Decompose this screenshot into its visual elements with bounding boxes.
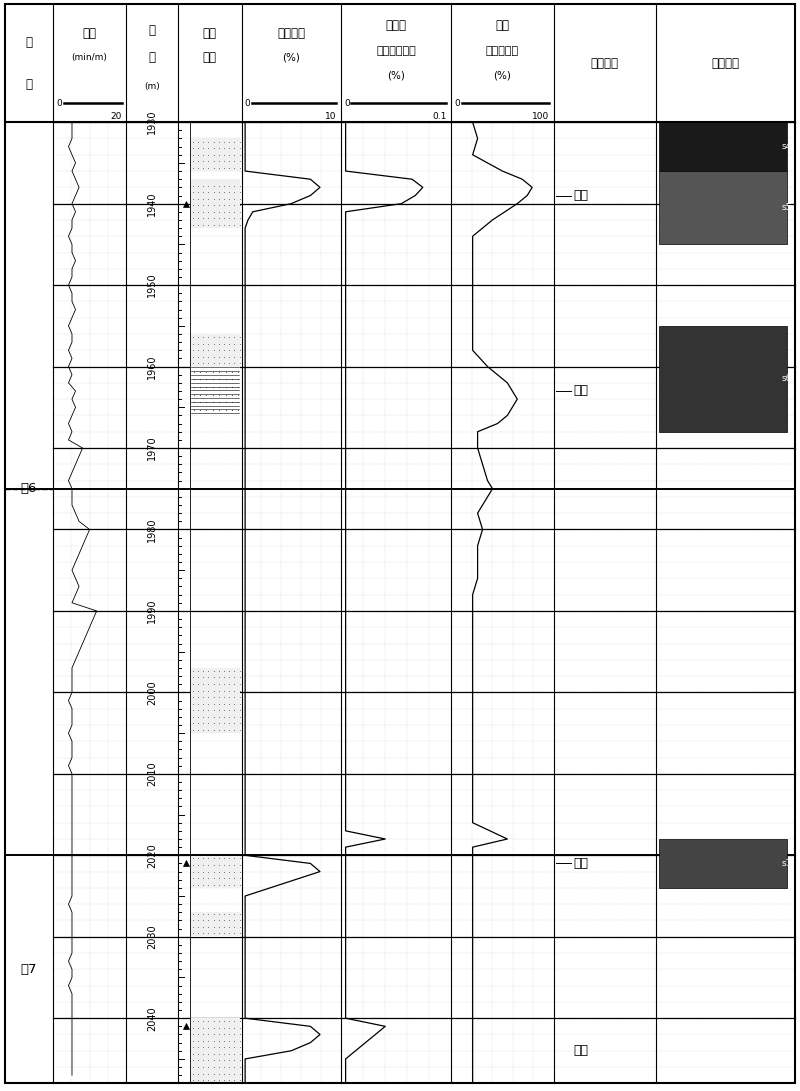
Bar — [190, 912, 240, 937]
Text: 10: 10 — [325, 112, 336, 121]
Text: (%): (%) — [387, 70, 405, 80]
Text: s7: s7 — [782, 859, 792, 868]
Bar — [659, 839, 787, 888]
Text: 0: 0 — [344, 99, 350, 108]
Text: 0: 0 — [56, 99, 62, 108]
Text: 1990: 1990 — [147, 599, 157, 623]
Bar — [190, 179, 240, 228]
Text: s5: s5 — [782, 203, 792, 213]
Text: 油迹: 油迹 — [574, 856, 589, 870]
Text: 2000: 2000 — [147, 680, 157, 705]
Bar — [190, 139, 240, 171]
Text: 层: 层 — [26, 77, 32, 91]
Text: s6: s6 — [782, 374, 792, 383]
Text: 测井: 测井 — [495, 19, 510, 32]
Text: 钻井液: 钻井液 — [386, 19, 406, 32]
Text: 含油质量分数: 含油质量分数 — [376, 47, 416, 57]
Text: 0.1: 0.1 — [432, 112, 446, 121]
Text: 油迹: 油迹 — [574, 1044, 589, 1057]
Text: 0: 0 — [454, 99, 460, 108]
Text: 录井评价: 录井评价 — [590, 57, 619, 70]
Text: 度: 度 — [149, 51, 155, 64]
Text: 2030: 2030 — [147, 924, 157, 949]
Text: 0: 0 — [245, 99, 250, 108]
Text: 20: 20 — [110, 112, 122, 121]
Bar — [659, 122, 787, 171]
Text: 深: 深 — [149, 24, 155, 37]
Text: 长6: 长6 — [21, 482, 37, 495]
Text: 1970: 1970 — [147, 435, 157, 460]
Text: 含油饱和度: 含油饱和度 — [486, 47, 519, 57]
Text: s4: s4 — [782, 142, 792, 152]
Text: 1960: 1960 — [147, 355, 157, 379]
Text: (min/m): (min/m) — [72, 52, 107, 62]
Bar — [190, 855, 240, 888]
Bar — [659, 326, 787, 432]
Text: 油班: 油班 — [574, 189, 589, 202]
Text: (%): (%) — [494, 70, 511, 80]
Text: 地: 地 — [26, 36, 32, 49]
Text: 100: 100 — [531, 112, 549, 121]
Text: 2020: 2020 — [147, 843, 157, 867]
Bar — [190, 334, 240, 367]
Text: 岩性: 岩性 — [202, 27, 217, 40]
Text: 剖面: 剖面 — [202, 51, 217, 64]
Text: (m): (m) — [144, 82, 160, 92]
Bar — [659, 171, 787, 244]
Text: 气测全烃: 气测全烃 — [277, 27, 306, 40]
Text: 1930: 1930 — [147, 110, 157, 134]
Text: 测井评价: 测井评价 — [712, 57, 740, 70]
Bar — [190, 668, 240, 733]
Bar — [190, 1018, 240, 1083]
Text: 油迹: 油迹 — [574, 384, 589, 397]
Bar — [190, 367, 240, 416]
Text: 1940: 1940 — [147, 191, 157, 216]
Text: 1950: 1950 — [147, 273, 157, 298]
Text: 钻时: 钻时 — [82, 27, 97, 40]
Text: 长7: 长7 — [21, 963, 37, 975]
Text: 2010: 2010 — [147, 762, 157, 787]
Text: 2040: 2040 — [147, 1006, 157, 1031]
Text: (%): (%) — [282, 52, 300, 62]
Text: 1980: 1980 — [147, 517, 157, 542]
